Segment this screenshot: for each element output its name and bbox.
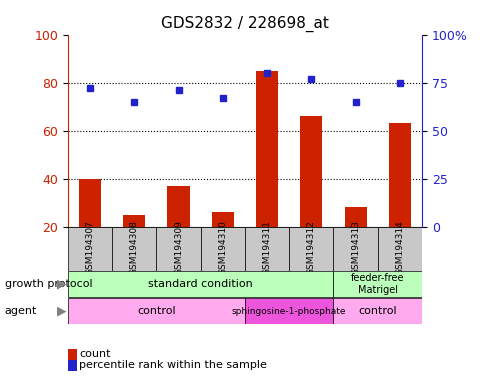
Bar: [300, 116, 322, 227]
Text: control: control: [137, 306, 175, 316]
Text: GSM194311: GSM194311: [262, 220, 271, 275]
Bar: [68, 271, 333, 297]
Text: agent: agent: [5, 306, 37, 316]
Bar: [333, 271, 421, 297]
Text: count: count: [79, 349, 110, 359]
Text: feeder-free
Matrigel: feeder-free Matrigel: [350, 273, 404, 295]
Bar: [156, 227, 200, 271]
Text: ▶: ▶: [57, 305, 66, 318]
Title: GDS2832 / 228698_at: GDS2832 / 228698_at: [161, 16, 328, 32]
Bar: [68, 227, 112, 271]
Bar: [333, 298, 421, 324]
Bar: [79, 179, 101, 227]
Text: percentile rank within the sample: percentile rank within the sample: [79, 360, 266, 370]
Text: growth protocol: growth protocol: [5, 279, 92, 289]
Text: GSM194307: GSM194307: [85, 220, 94, 275]
Bar: [377, 227, 421, 271]
Bar: [123, 215, 145, 227]
Bar: [68, 298, 244, 324]
Bar: [244, 298, 333, 324]
Text: GSM194312: GSM194312: [306, 220, 315, 275]
Text: standard condition: standard condition: [148, 279, 253, 289]
Text: ▶: ▶: [57, 278, 66, 291]
Bar: [344, 207, 366, 227]
Bar: [333, 227, 377, 271]
Text: GSM194309: GSM194309: [174, 220, 182, 275]
Text: control: control: [358, 306, 396, 316]
Bar: [388, 123, 410, 227]
Bar: [288, 227, 333, 271]
Bar: [112, 227, 156, 271]
Bar: [167, 186, 189, 227]
Text: sphingosine-1-phosphate: sphingosine-1-phosphate: [231, 306, 346, 316]
Text: GSM194308: GSM194308: [130, 220, 138, 275]
Bar: [200, 227, 244, 271]
Text: GSM194314: GSM194314: [394, 220, 404, 275]
Bar: [212, 212, 233, 227]
Bar: [244, 227, 288, 271]
Bar: [256, 71, 277, 227]
Text: GSM194313: GSM194313: [350, 220, 359, 275]
Text: GSM194310: GSM194310: [218, 220, 227, 275]
